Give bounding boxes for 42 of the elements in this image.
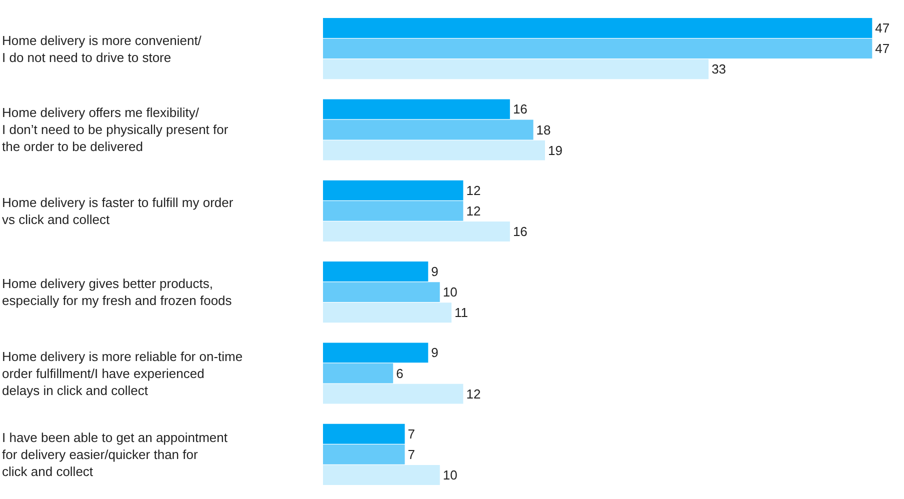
data-label: 12 — [466, 182, 481, 198]
y-tick-label: Home delivery gives better products, especially for my fresh and frozen foods — [2, 276, 232, 308]
bar — [323, 282, 440, 302]
data-label: 12 — [466, 386, 481, 402]
data-label: 10 — [442, 467, 458, 482]
bar — [323, 465, 440, 485]
data-label: 12 — [466, 203, 481, 218]
data-label: 16 — [512, 224, 528, 239]
data-label: 9 — [431, 345, 438, 360]
data-label: 10 — [442, 284, 458, 300]
bar — [323, 342, 428, 363]
bar — [323, 140, 545, 160]
bar — [323, 262, 428, 282]
bar — [323, 222, 510, 242]
y-tick-label: Home delivery is more reliable for on-time order fulfillment/I have experienced delays in click and collect — [2, 349, 243, 398]
bar — [323, 120, 534, 140]
bar — [323, 180, 464, 200]
data-label: 19 — [548, 142, 562, 158]
data-label: 16 — [512, 102, 528, 117]
y-tick-label: Home delivery is faster to fulfill my order vs click and collect — [2, 195, 234, 227]
data-label: 33 — [712, 62, 726, 77]
bar — [323, 302, 452, 323]
data-label: 6 — [396, 366, 404, 381]
bar — [323, 384, 464, 404]
bar — [323, 99, 510, 120]
bar — [323, 200, 464, 221]
bar — [323, 363, 394, 384]
bar — [323, 59, 709, 80]
y-tick-label: Home delivery is more convenient/ I do not need to drive to store — [2, 33, 202, 65]
bar — [323, 38, 872, 59]
data-label: 7 — [408, 426, 416, 442]
data-label: 11 — [454, 305, 468, 320]
bar — [323, 18, 872, 38]
data-label: 47 — [875, 41, 890, 56]
data-label: 7 — [408, 446, 416, 462]
y-tick-label: I have been able to get an appointment for delivery easier/quicker than for click and collect — [2, 430, 228, 479]
data-label: 18 — [536, 122, 551, 138]
data-label: 9 — [431, 264, 438, 280]
data-label: 47 — [875, 20, 890, 36]
bar — [323, 444, 405, 464]
bar — [323, 424, 405, 444]
y-tick-label: Home delivery offers me flexibility/ I don’t need to be physically present for the order to be delivered — [2, 105, 229, 154]
